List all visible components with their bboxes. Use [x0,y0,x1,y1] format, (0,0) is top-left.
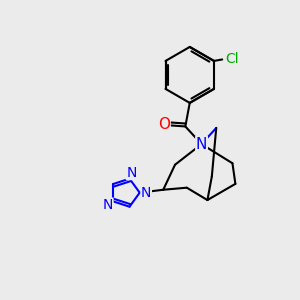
Text: N: N [196,136,207,152]
Text: N: N [141,186,152,200]
Text: O: O [158,118,170,133]
Text: Cl: Cl [225,52,238,67]
Text: N: N [126,166,137,179]
Text: N: N [103,198,113,212]
